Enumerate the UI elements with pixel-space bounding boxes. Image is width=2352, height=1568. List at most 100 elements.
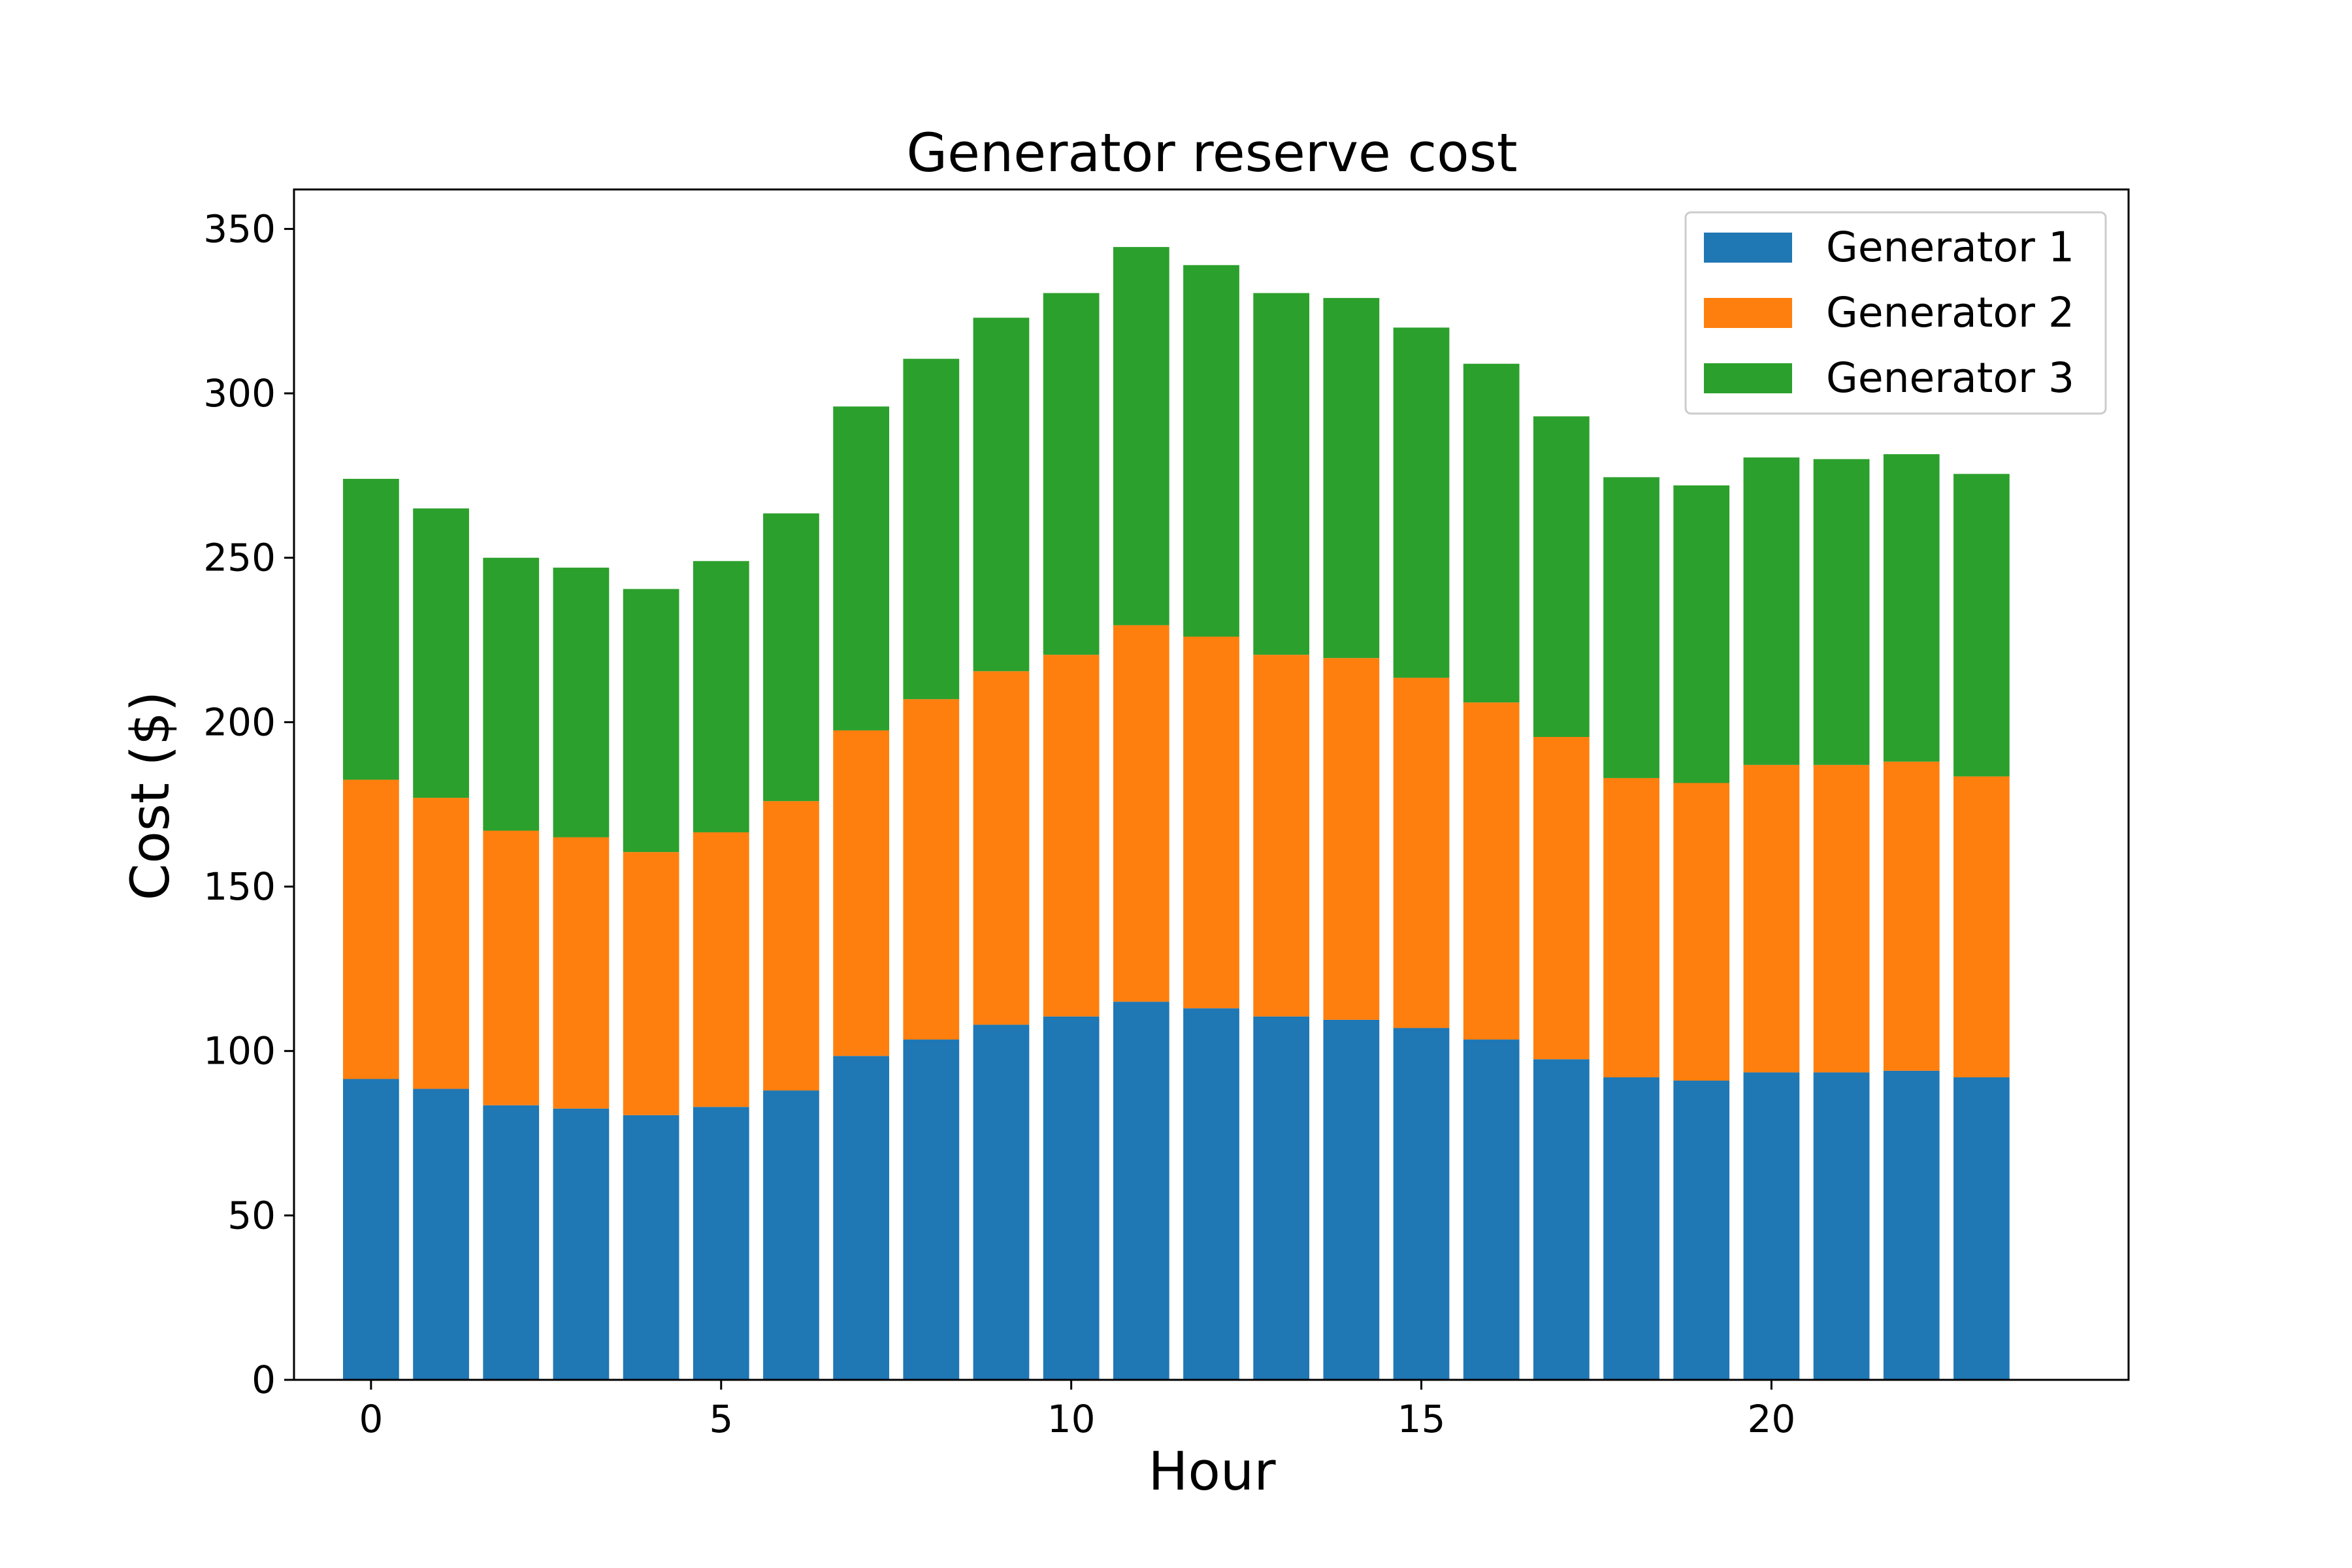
bar-series-3-hour-6	[763, 513, 819, 802]
bar-series-2-hour-12	[1183, 636, 1239, 1009]
bar-series-3-hour-11	[1113, 247, 1169, 625]
bars-layer	[343, 247, 2010, 1380]
bar-series-3-hour-16	[1463, 363, 1520, 703]
bar-series-1-hour-6	[763, 1090, 819, 1380]
bar-series-2-hour-2	[483, 830, 540, 1105]
bar-series-3-hour-21	[1813, 459, 1870, 765]
bar-series-3-hour-13	[1253, 293, 1310, 655]
bar-series-1-hour-1	[413, 1088, 469, 1380]
bar-series-1-hour-16	[1463, 1039, 1520, 1380]
bar-series-3-hour-9	[973, 318, 1030, 672]
legend-swatch-series-3	[1704, 363, 1792, 393]
bar-series-2-hour-7	[833, 730, 889, 1056]
bar-series-1-hour-12	[1183, 1008, 1239, 1380]
x-tick-label: 20	[1747, 1397, 1795, 1441]
bar-series-1-hour-19	[1673, 1080, 1730, 1380]
bar-series-1-hour-22	[1883, 1070, 1940, 1380]
bar-series-1-hour-4	[623, 1115, 679, 1380]
bar-series-1-hour-8	[903, 1039, 960, 1380]
y-tick-label: 200	[203, 700, 276, 744]
bar-series-1-hour-14	[1323, 1019, 1380, 1380]
bar-series-3-hour-3	[553, 567, 610, 838]
bar-series-3-hour-12	[1183, 265, 1239, 637]
x-tick-label: 0	[359, 1397, 383, 1441]
chart-title: Generator reserve cost	[906, 123, 1517, 184]
bar-series-2-hour-3	[553, 837, 610, 1109]
bar-series-3-hour-8	[903, 359, 960, 700]
bar-series-3-hour-1	[413, 508, 469, 798]
bar-series-3-hour-0	[343, 478, 399, 780]
bar-series-2-hour-23	[1953, 776, 2010, 1077]
bar-series-2-hour-6	[763, 801, 819, 1091]
bar-series-3-hour-10	[1043, 293, 1100, 655]
x-tick-label: 5	[709, 1397, 733, 1441]
legend: Generator 1 Generator 2 Generator 3	[1684, 211, 2107, 415]
bar-series-2-hour-4	[623, 852, 679, 1115]
bar-series-3-hour-17	[1533, 416, 1590, 738]
bar-series-2-hour-17	[1533, 737, 1590, 1060]
y-tick-label: 0	[252, 1358, 276, 1402]
bar-series-2-hour-13	[1253, 655, 1310, 1017]
bar-series-1-hour-21	[1813, 1072, 1870, 1380]
bar-series-1-hour-2	[483, 1105, 540, 1380]
legend-label-series-3: Generator 3	[1826, 354, 2074, 402]
bar-series-3-hour-7	[833, 406, 889, 730]
bar-series-3-hour-15	[1393, 327, 1450, 678]
bar-series-1-hour-7	[833, 1056, 889, 1380]
bar-series-1-hour-0	[343, 1079, 399, 1380]
y-axis-label: Cost ($)	[120, 691, 182, 901]
bar-series-2-hour-9	[973, 671, 1030, 1025]
bar-series-1-hour-11	[1113, 1002, 1169, 1380]
bar-series-3-hour-14	[1323, 298, 1380, 659]
bar-series-2-hour-8	[903, 699, 960, 1040]
x-tick-label: 15	[1397, 1397, 1446, 1441]
legend-swatch-series-2	[1704, 298, 1792, 328]
bar-series-2-hour-10	[1043, 655, 1100, 1017]
bar-series-2-hour-1	[413, 798, 469, 1089]
x-axis-label: Hour	[1148, 1441, 1276, 1503]
y-tick-label: 100	[203, 1029, 276, 1073]
bar-series-2-hour-19	[1673, 783, 1730, 1081]
y-tick-label: 250	[203, 536, 276, 580]
bar-series-2-hour-11	[1113, 625, 1169, 1002]
y-tick-label: 150	[203, 864, 276, 909]
bar-series-3-hour-19	[1673, 485, 1730, 783]
bar-series-1-hour-18	[1603, 1077, 1659, 1380]
bar-series-3-hour-4	[623, 589, 679, 853]
bar-series-3-hour-5	[693, 561, 749, 832]
bar-series-2-hour-20	[1743, 764, 1800, 1073]
bar-series-3-hour-20	[1743, 457, 1800, 765]
bar-series-3-hour-22	[1883, 454, 1940, 762]
legend-label-series-2: Generator 2	[1826, 289, 2074, 336]
y-tick-label: 50	[227, 1193, 276, 1237]
bar-series-1-hour-13	[1253, 1016, 1310, 1380]
bar-series-3-hour-23	[1953, 474, 2010, 777]
bar-series-2-hour-14	[1323, 658, 1380, 1020]
plot-frame	[293, 188, 2130, 1381]
y-tick-label: 350	[203, 206, 276, 251]
bar-series-2-hour-5	[693, 832, 749, 1107]
bar-series-3-hour-2	[483, 557, 540, 831]
bar-series-1-hour-20	[1743, 1072, 1800, 1380]
bar-series-2-hour-0	[343, 779, 399, 1079]
bar-series-2-hour-15	[1393, 678, 1450, 1028]
bar-series-2-hour-21	[1813, 764, 1870, 1073]
bar-series-3-hour-18	[1603, 477, 1659, 778]
bar-series-1-hour-23	[1953, 1077, 2010, 1380]
x-tick-label: 10	[1047, 1397, 1096, 1441]
y-tick-label: 300	[203, 371, 276, 416]
bar-series-1-hour-10	[1043, 1016, 1100, 1380]
bar-series-1-hour-3	[553, 1108, 610, 1380]
bar-series-1-hour-9	[973, 1024, 1030, 1380]
legend-label-series-1: Generator 1	[1826, 223, 2074, 271]
bar-series-2-hour-18	[1603, 777, 1659, 1077]
bar-series-1-hour-15	[1393, 1028, 1450, 1380]
bar-series-1-hour-5	[693, 1107, 749, 1380]
legend-swatch-series-1	[1704, 233, 1792, 263]
bar-series-2-hour-16	[1463, 702, 1520, 1040]
bar-series-2-hour-22	[1883, 761, 1940, 1071]
bar-series-1-hour-17	[1533, 1059, 1590, 1380]
